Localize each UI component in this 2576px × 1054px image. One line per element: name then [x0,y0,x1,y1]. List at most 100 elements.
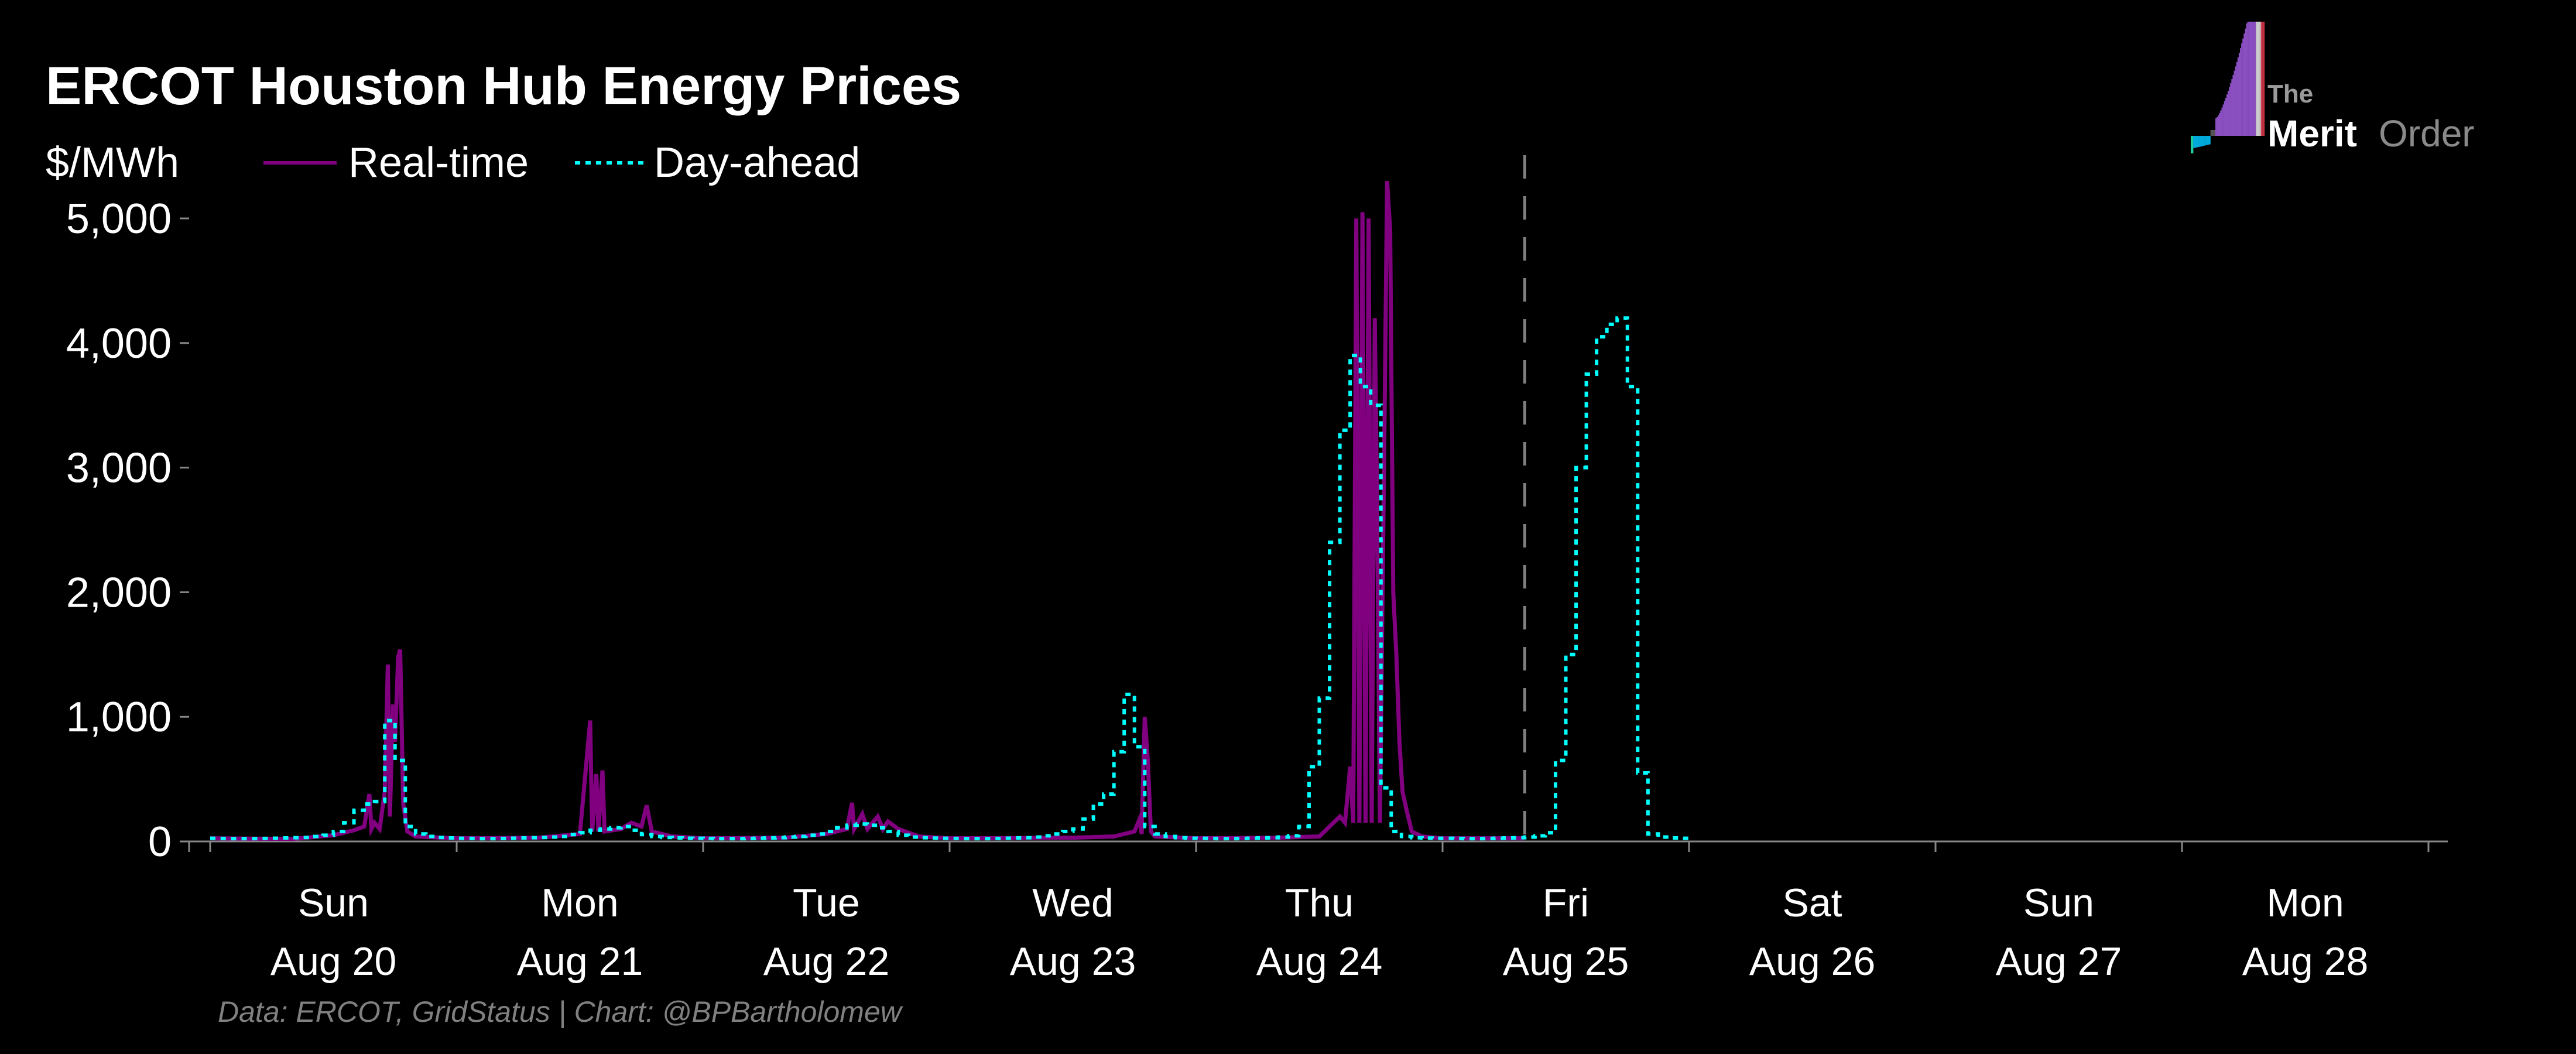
day-ahead-series-line [210,316,1689,841]
logo-bar [2191,136,2193,153]
logo-bar [2246,23,2248,136]
y-tick-label: 1,000 [66,694,172,741]
logo-bar [2210,130,2212,136]
logo-bar [2263,22,2265,136]
x-tick-label-date: Aug 24 [1256,939,1383,984]
logo-bar [2192,136,2194,153]
real-time-series-line [210,180,1525,841]
logo-bar [2240,48,2242,136]
logo-bar [2237,57,2239,136]
legend-real-time-label: Real-time [348,139,529,186]
plot-area [210,155,1689,841]
logo-bar [2204,136,2206,146]
logo-bar [2242,38,2244,136]
logo-bar [2197,136,2198,148]
logo-bar [2253,22,2255,136]
x-tick-label-date: Aug 28 [2242,939,2369,984]
logo-bar [2194,136,2196,148]
logo-bar [2211,130,2213,136]
x-tick-label-day: Sat [1782,881,1842,925]
logo-bar [2234,70,2235,136]
y-tick-label: 5,000 [66,196,172,242]
logo-bar [2232,74,2234,136]
logo-text-the: The [2267,80,2313,108]
logo-bar [2220,110,2222,136]
logo-bar [2200,136,2202,146]
logo-bar [2205,136,2207,145]
logo-bar [2224,101,2225,136]
logo-bar [2209,136,2211,145]
logo-bar [2218,115,2219,136]
logo-bar [2243,33,2245,136]
logo-bar [2228,90,2229,136]
x-tick-label-day: Sun [2023,881,2094,925]
x-tick-label-day: Tue [793,881,860,925]
logo-bar [2193,136,2195,148]
x-tick-label-day: Mon [2266,881,2344,925]
source-note: Data: ERCOT, GridStatus | Chart: @BPBart… [218,995,903,1029]
legend-day-ahead-label: Day-ahead [654,139,860,186]
logo-bar [2201,136,2204,146]
logo-bar [2222,104,2224,136]
x-tick-label-day: Mon [541,881,618,925]
x-tick-label-day: Wed [1032,881,1114,925]
logo-bar [2256,22,2258,136]
logo-bar [2203,136,2205,146]
logo-bar [2259,22,2261,136]
x-tick-label-date: Aug 27 [1996,939,2122,984]
logo-bar [2248,22,2250,136]
logo-bar [2262,22,2264,136]
y-tick-label: 3,000 [66,445,172,492]
logo-bar [2226,94,2228,136]
logo-bar [2219,112,2221,136]
logo-bar [2207,136,2208,145]
logo-bar [2195,136,2197,148]
x-tick-label-date: Aug 26 [1749,939,1876,984]
logo-bar [2214,130,2216,136]
x-tick-label-day: Sun [298,881,369,925]
x-tick-label-date: Aug 25 [1503,939,1629,984]
x-tick-label-day: Thu [1285,881,1354,925]
logo-bar [2245,28,2246,136]
merit-order-logo: The Merit Order [2191,22,2475,155]
logo-bar [2217,117,2218,136]
x-tick-label-date: Aug 22 [763,939,890,984]
logo-bar [2199,136,2201,147]
logo-bar [2225,98,2227,136]
logo-bar [2241,43,2243,136]
logo-bar [2230,83,2232,136]
logo-bar [2250,22,2253,136]
x-tick-label-date: Aug 20 [270,939,397,984]
y-tick-label: 0 [148,819,172,865]
logo-bar [2212,130,2215,136]
logo-bar [2260,22,2262,136]
legend: Real-time Day-ahead [263,139,860,186]
logo-text-order: Order [2379,112,2475,155]
y-axis: 0 1,000 2,000 3,000 4,000 5,000 [66,196,189,865]
logo-bar [2198,136,2200,147]
logo-bar [2257,22,2259,136]
logo-bar [2229,87,2231,136]
y-tick-label: 4,000 [66,320,172,367]
x-tick-label-date: Aug 23 [1010,939,1136,984]
logo-bar [2208,136,2210,145]
chart-title: ERCOT Houston Hub Energy Prices [46,56,961,116]
logo-bar [2258,22,2260,136]
logo-text-merit: Merit [2267,112,2357,155]
logo-bar [2255,22,2256,136]
logo-bar [2231,79,2233,136]
x-axis: Sun Aug 20 Mon Aug 21 Tue Aug 22 Wed Aug 23 Thu A… [188,840,2448,984]
logo-bar [2215,118,2217,136]
x-tick-label-date: Aug 21 [517,939,643,984]
logo-bar [2249,22,2252,136]
y-axis-label: $/MWh [46,139,179,186]
logo-bar [2247,22,2249,136]
x-tick-label-day: Fri [1543,881,1589,925]
logo-bar [2252,22,2254,136]
logo-bar [2238,53,2241,136]
logo-bar [2221,107,2223,136]
logo-bar [2235,66,2236,136]
y-tick-label: 2,000 [66,569,172,616]
logo-bar [2236,61,2238,136]
